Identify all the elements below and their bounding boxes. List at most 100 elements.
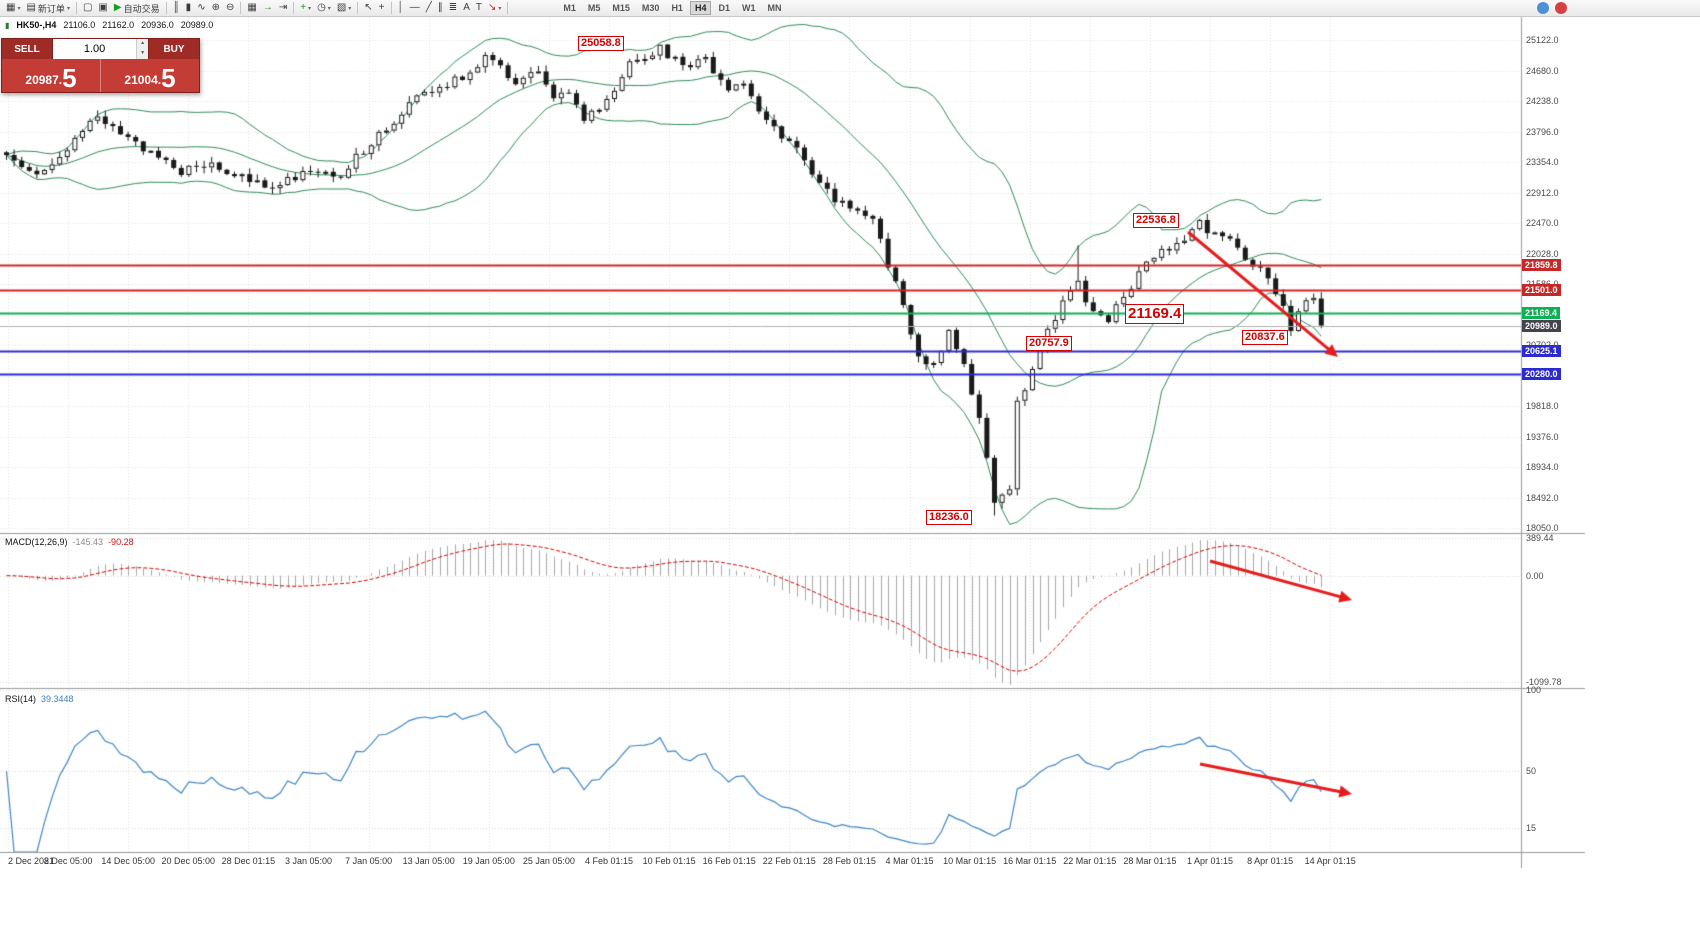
templates-button: ▧ <box>336 2 347 13</box>
rsi-axis-label: 50 <box>1526 766 1537 776</box>
price-annotation[interactable]: 20757.9 <box>1026 336 1072 351</box>
price-axis-label: 19818.0 <box>1526 401 1559 412</box>
sell-button[interactable]: SELL <box>2 39 52 59</box>
time-axis-label: 14 Apr 01:15 <box>1304 856 1356 866</box>
toolbar-separator <box>75 2 77 14</box>
time-axis-label: 4 Mar 01:15 <box>885 856 934 866</box>
trendline-icon: ╱ <box>425 2 432 13</box>
periods-button[interactable]: ◷ ▾ <box>314 1 334 16</box>
chart-symbol-icon: ▮ <box>5 20 10 30</box>
zoom-out-icon[interactable]: ⊖ <box>223 1 237 16</box>
volume-down-button[interactable]: ▼ <box>137 49 148 59</box>
price-axis-label: 18050.0 <box>1526 523 1559 534</box>
cursor-icon[interactable]: ↖ <box>361 1 375 16</box>
candlestick-chart-icon[interactable]: ▮ <box>183 1 195 16</box>
equidistant-channel-icon[interactable]: ∥ <box>435 1 446 16</box>
volume-input[interactable] <box>53 39 137 59</box>
buy-button[interactable]: BUY <box>149 39 199 59</box>
fibonacci-icon[interactable]: ≣ <box>446 1 460 16</box>
timeframe-button-D1[interactable]: D1 <box>718 3 730 13</box>
timeframe-button-H4[interactable]: H4 <box>689 1 712 15</box>
time-axis-label: 7 Jan 05:00 <box>345 856 393 866</box>
trendline-icon[interactable]: ╱ <box>423 1 435 16</box>
toolbar-separator <box>390 2 392 14</box>
rsi-header: RSI(14) 39.3448 <box>5 694 74 704</box>
crosshair-icon[interactable]: + <box>376 1 388 16</box>
buy-price[interactable]: 21004. 5 <box>100 59 199 92</box>
time-axis-label: 1 Apr 01:15 <box>1186 856 1234 866</box>
vertical-line-icon[interactable]: │ <box>395 1 407 16</box>
fibonacci-icon: ≣ <box>448 2 458 13</box>
time-axis-label: 2 Dec 2021 <box>8 856 55 866</box>
label-icon: T <box>475 2 482 13</box>
price-axis-label: 23796.0 <box>1526 126 1559 137</box>
price-annotation[interactable]: 21169.4 <box>1125 304 1185 324</box>
macd-main-value: -145.43 <box>72 537 104 547</box>
time-axis-label: 14 Dec 05:00 <box>101 856 155 866</box>
price-axis-tag: 21501.0 <box>1522 284 1561 297</box>
tile-windows-icon[interactable]: ▦ <box>244 1 259 16</box>
record-icon[interactable] <box>1555 2 1567 14</box>
toolbar-right-icons <box>1537 2 1697 14</box>
timeframe-button-M5[interactable]: M5 <box>587 3 601 13</box>
toolbar-separator <box>357 2 359 14</box>
price-axis-label: 18934.0 <box>1526 462 1559 473</box>
text-icon[interactable]: A <box>460 1 473 16</box>
price-axis-label: 22028.0 <box>1526 248 1559 259</box>
volume-up-button[interactable]: ▲ <box>137 39 148 49</box>
auto-scroll-icon[interactable]: → <box>260 1 276 16</box>
price-big-digit: 5 <box>161 63 176 93</box>
price-annotation[interactable]: 20837.6 <box>1242 330 1288 345</box>
price-annotation[interactable]: 25058.8 <box>578 36 624 51</box>
templates-button-caret: ▾ <box>348 5 352 12</box>
timeframe-button-W1[interactable]: W1 <box>741 3 756 13</box>
arrows-icon: ↘ <box>487 2 497 13</box>
label-icon[interactable]: T <box>473 1 485 16</box>
price-annotation[interactable]: 18236.0 <box>926 510 972 525</box>
rsi-value: 39.3448 <box>41 694 74 704</box>
rsi-axis-label: 15 <box>1526 822 1537 833</box>
autotrading-button[interactable]: ▶ 自动交易 <box>111 1 163 16</box>
macd-axis-label: -1099.78 <box>1526 677 1562 688</box>
time-axis-label: 28 Mar 01:15 <box>1123 856 1177 866</box>
timeframe-button-MN[interactable]: MN <box>767 3 782 13</box>
zoom-in-icon[interactable]: ⊕ <box>209 1 223 16</box>
new-chart-icon[interactable]: ▦ ▾ <box>3 1 23 16</box>
timeframe-button-M15[interactable]: M15 <box>612 3 630 13</box>
text-icon: A <box>463 2 470 13</box>
horizontal-line-icon[interactable]: — <box>407 1 423 16</box>
price-axis-label: 24680.0 <box>1526 65 1559 76</box>
new-order-button[interactable]: ▤ 新订单 ▾ <box>23 1 72 16</box>
timeframe-button-H1[interactable]: H1 <box>671 3 683 13</box>
timeframe-button-M1[interactable]: M1 <box>563 3 576 13</box>
time-axis-label: 22 Feb 01:15 <box>762 856 816 866</box>
bar-chart-icon[interactable]: ║ <box>170 1 183 16</box>
indicators-button-caret: ▾ <box>308 5 312 12</box>
price-axis-tag: 20625.1 <box>1522 344 1561 357</box>
price-annotation[interactable]: 22536.8 <box>1133 213 1179 228</box>
autotrading-button-label: 自动交易 <box>123 3 160 14</box>
templates-button[interactable]: ▧ ▾ <box>334 1 354 16</box>
data-window-icon[interactable]: ▣ <box>95 1 110 16</box>
chart-shift-icon[interactable]: ⇥ <box>276 1 290 16</box>
line-chart-icon[interactable]: ∿ <box>194 1 208 16</box>
chart-window-icon[interactable]: ▢ <box>80 1 95 16</box>
rsi-name: RSI(14) <box>5 694 37 704</box>
price-main-digits: 21004. <box>124 73 162 87</box>
volume-field: ▲ ▼ <box>52 39 149 59</box>
help-icon[interactable] <box>1537 2 1549 14</box>
sell-price[interactable]: 20987. 5 <box>2 59 100 92</box>
tile-windows-icon: ▦ <box>247 2 257 13</box>
time-axis-label: 19 Jan 05:00 <box>462 856 515 866</box>
arrows-icon[interactable]: ↘ ▾ <box>485 1 504 16</box>
new-order-button: ▤ <box>26 2 36 13</box>
timeframe-button-M30[interactable]: M30 <box>641 3 660 13</box>
data-window-icon: ▣ <box>98 2 108 13</box>
chart-shift-icon: ⇥ <box>278 2 288 13</box>
macd-axis-label: 389.44 <box>1526 532 1554 543</box>
crosshair-icon: + <box>378 2 385 13</box>
price-axis-label: 22912.0 <box>1526 187 1559 198</box>
chart-symbol: HK50-,H4 <box>16 20 57 30</box>
indicators-button[interactable]: + ▾ <box>297 1 314 16</box>
